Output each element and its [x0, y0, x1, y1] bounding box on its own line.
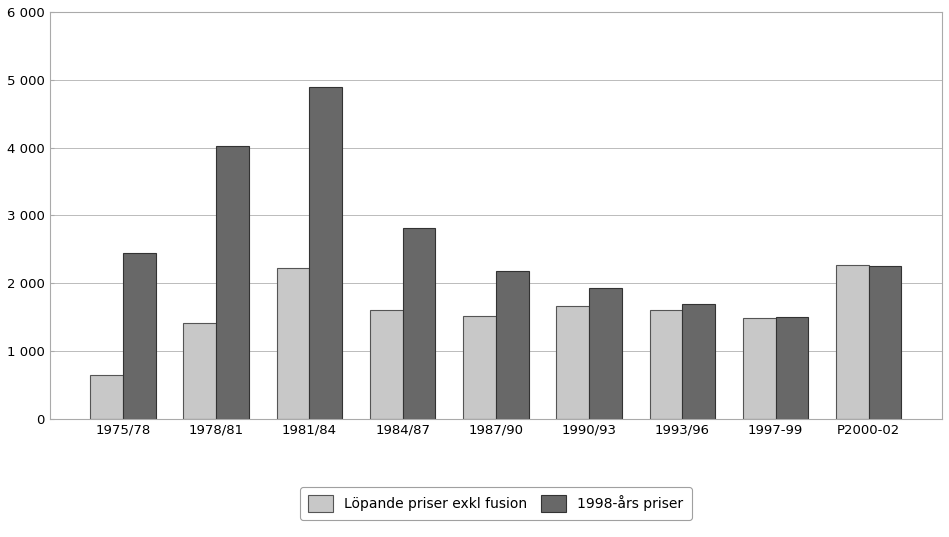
Bar: [183, 323, 216, 419]
Bar: [775, 317, 809, 419]
Legend: Löpande priser exkl fusion, 1998-års priser: Löpande priser exkl fusion, 1998-års pri…: [300, 487, 692, 520]
Bar: [90, 375, 122, 419]
Bar: [463, 316, 496, 419]
Bar: [122, 253, 156, 419]
Bar: [309, 86, 342, 419]
Bar: [682, 303, 715, 419]
Bar: [402, 228, 436, 419]
Bar: [743, 318, 775, 419]
Bar: [370, 310, 402, 419]
Bar: [836, 265, 869, 419]
Bar: [869, 266, 902, 419]
Bar: [650, 310, 682, 419]
Bar: [496, 271, 529, 419]
Bar: [556, 306, 589, 419]
Bar: [589, 288, 622, 419]
Bar: [216, 146, 249, 419]
Bar: [277, 267, 309, 419]
